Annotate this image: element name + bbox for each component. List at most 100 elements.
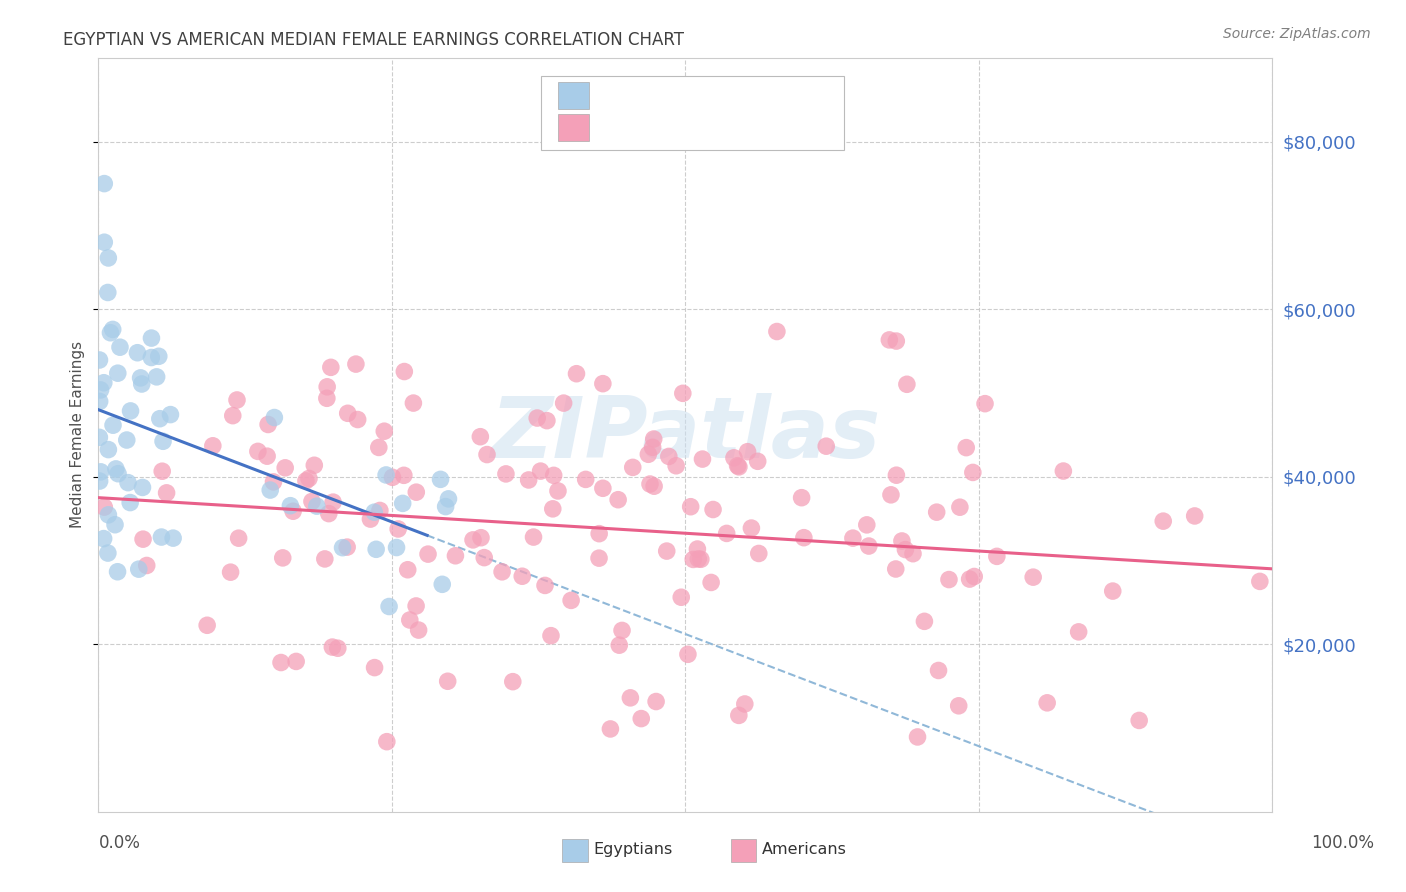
Point bbox=[655, 544, 678, 558]
Point bbox=[858, 539, 880, 553]
Point bbox=[928, 664, 950, 678]
Point bbox=[97, 546, 120, 560]
Point bbox=[93, 532, 115, 546]
Point bbox=[318, 507, 340, 521]
Point bbox=[912, 615, 935, 629]
Point bbox=[959, 572, 981, 586]
Point bbox=[575, 472, 598, 486]
Point bbox=[955, 441, 977, 455]
Point bbox=[470, 430, 492, 444]
Point bbox=[740, 521, 762, 535]
Point bbox=[592, 481, 614, 495]
Point bbox=[588, 551, 610, 566]
Point bbox=[630, 712, 652, 726]
Point bbox=[162, 531, 184, 545]
Point bbox=[97, 251, 120, 265]
Point bbox=[259, 483, 281, 497]
Point bbox=[408, 623, 430, 637]
Point bbox=[475, 448, 498, 462]
Point bbox=[226, 392, 249, 407]
Point bbox=[700, 575, 723, 590]
Point bbox=[643, 432, 665, 446]
Point bbox=[150, 464, 173, 478]
Point bbox=[97, 285, 120, 300]
Point bbox=[855, 517, 877, 532]
Point bbox=[93, 500, 115, 515]
Point bbox=[159, 408, 181, 422]
Point bbox=[314, 552, 336, 566]
Point bbox=[152, 434, 174, 449]
Point bbox=[219, 565, 242, 579]
Point bbox=[381, 470, 404, 484]
Point bbox=[553, 396, 575, 410]
Point bbox=[228, 531, 250, 545]
Point bbox=[658, 450, 681, 464]
Point bbox=[491, 565, 513, 579]
Point bbox=[97, 442, 120, 457]
Point bbox=[534, 578, 557, 592]
Point bbox=[108, 340, 131, 354]
Point bbox=[100, 326, 122, 340]
Point bbox=[436, 674, 458, 689]
Point bbox=[879, 333, 901, 347]
Point bbox=[963, 569, 986, 583]
Point bbox=[120, 404, 142, 418]
Point bbox=[256, 449, 278, 463]
Point bbox=[986, 549, 1008, 564]
Point bbox=[437, 491, 460, 506]
Point bbox=[101, 322, 124, 336]
Point bbox=[547, 483, 569, 498]
Y-axis label: Median Female Earnings: Median Female Earnings bbox=[70, 342, 86, 528]
Point bbox=[434, 500, 457, 514]
Point bbox=[645, 694, 668, 708]
Point bbox=[444, 549, 467, 563]
Point bbox=[461, 533, 484, 547]
Point bbox=[150, 530, 173, 544]
Point bbox=[93, 376, 115, 390]
Point bbox=[363, 660, 385, 674]
Point bbox=[135, 558, 157, 573]
Point bbox=[405, 599, 427, 613]
Point bbox=[641, 440, 664, 454]
Point bbox=[948, 698, 970, 713]
Point bbox=[748, 546, 770, 560]
Point bbox=[326, 641, 349, 656]
Point bbox=[522, 530, 544, 544]
Point bbox=[610, 624, 633, 638]
Point bbox=[925, 505, 948, 519]
Text: R =: R = bbox=[603, 86, 644, 105]
Point bbox=[592, 376, 614, 391]
Point bbox=[332, 541, 354, 555]
Point bbox=[949, 500, 972, 515]
Point bbox=[665, 458, 688, 473]
Point bbox=[962, 466, 984, 480]
Point bbox=[723, 450, 745, 465]
Point bbox=[728, 459, 751, 474]
Point bbox=[141, 331, 163, 345]
Point bbox=[679, 500, 702, 514]
Point bbox=[1128, 714, 1150, 728]
Point bbox=[201, 439, 224, 453]
Point bbox=[1184, 508, 1206, 523]
Point bbox=[373, 424, 395, 438]
Point bbox=[305, 499, 328, 513]
Point bbox=[688, 552, 710, 566]
Point bbox=[90, 383, 112, 397]
Point bbox=[529, 464, 551, 478]
Point bbox=[974, 397, 997, 411]
Point bbox=[107, 467, 129, 481]
Point bbox=[686, 542, 709, 557]
Point bbox=[793, 531, 815, 545]
Point bbox=[510, 569, 533, 583]
Point bbox=[621, 460, 644, 475]
Point bbox=[271, 550, 294, 565]
Point bbox=[1101, 584, 1123, 599]
Point bbox=[131, 480, 153, 494]
Point bbox=[607, 638, 630, 652]
Point bbox=[884, 334, 907, 348]
Point bbox=[599, 722, 621, 736]
Point bbox=[385, 541, 408, 555]
Point bbox=[104, 517, 127, 532]
Point bbox=[304, 458, 326, 473]
Point bbox=[90, 465, 112, 479]
